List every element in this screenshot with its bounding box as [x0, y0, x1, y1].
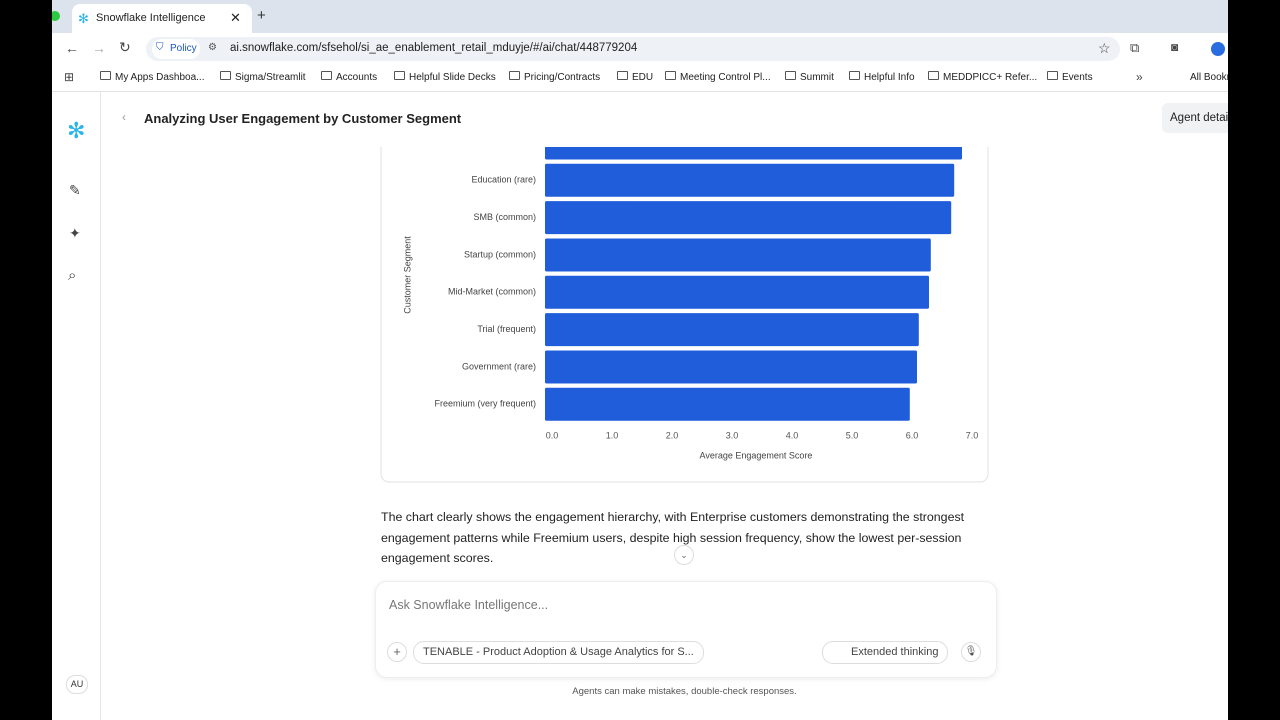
- agents-icon[interactable]: ✦: [69, 225, 81, 241]
- x-tick-label: 5.0: [846, 430, 859, 440]
- bookmark-icon: [928, 71, 939, 80]
- x-axis-label: Average Engagement Score: [700, 450, 813, 460]
- bookmark[interactable]: Helpful Info: [864, 72, 915, 83]
- chart-area: Customer Segment Average Engagement Scor…: [380, 147, 989, 483]
- reload-button[interactable]: ↻: [119, 39, 131, 55]
- tab-icon: ✻: [78, 11, 89, 26]
- all-bookmarks[interactable]: All Bookmarks: [1190, 72, 1228, 83]
- y-tick-label: SMB (common): [473, 212, 536, 222]
- agent-details-button[interactable]: Agent details: [1162, 103, 1228, 133]
- bookmark-icon: [100, 71, 111, 80]
- site-settings-icon[interactable]: ⚙: [208, 42, 217, 53]
- x-tick-label: 4.0: [786, 430, 799, 440]
- agent-chip[interactable]: TENABLE - Product Adoption & Usage Analy…: [413, 641, 704, 664]
- extensions-icon[interactable]: ⧉: [1130, 40, 1140, 55]
- x-tick-label: 1.0: [606, 430, 619, 440]
- address-bar: ← → ↻ Policy ⛉ ⚙ ai.snowflake.com/sfseho…: [52, 33, 1228, 65]
- search-icon[interactable]: ⌕: [68, 267, 77, 284]
- omnibox[interactable]: Policy ⛉ ⚙ ai.snowflake.com/sfsehol/si_a…: [146, 37, 1120, 61]
- camera-icon[interactable]: ◙: [1171, 40, 1179, 54]
- bookmark[interactable]: Sigma/Streamlit: [235, 72, 306, 83]
- bookmark[interactable]: Events: [1062, 72, 1093, 83]
- bookmark-icon: [220, 71, 231, 80]
- back-button[interactable]: ←: [65, 40, 79, 56]
- disclaimer: Agents can make mistakes, double-check r…: [572, 686, 797, 697]
- sidebar: ✻ ✎ ✦ ⌕ AU: [52, 91, 101, 720]
- bookmark-icon: [617, 71, 628, 80]
- y-tick-label: Startup (common): [464, 249, 536, 259]
- bookmark-star[interactable]: ☆: [1098, 40, 1111, 56]
- bar: [545, 387, 910, 421]
- logo[interactable]: ✻: [67, 118, 86, 143]
- forward-button[interactable]: →: [92, 40, 106, 56]
- bookmark-icon: [321, 71, 332, 80]
- bookmark[interactable]: Pricing/Contracts: [524, 72, 601, 83]
- x-tick-label: 3.0: [726, 430, 739, 440]
- scroll-down-button[interactable]: ⌄: [674, 545, 694, 565]
- tab-title: Snowflake Intelligence: [96, 12, 206, 24]
- tab-close[interactable]: ✕: [230, 10, 241, 25]
- mic-button[interactable]: 🎙: [961, 642, 981, 662]
- policy-chip[interactable]: Policy: [152, 39, 200, 59]
- y-tick-label: Education (rare): [471, 175, 536, 185]
- tab[interactable]: ✻ Snowflake Intelligence ✕: [72, 4, 252, 33]
- chat-input[interactable]: Ask Snowflake Intelligence...: [389, 598, 549, 612]
- conversation-title: Analyzing User Engagement by Customer Se…: [144, 111, 462, 126]
- bookmarks-bar: ⊞ » My Apps Dashboa... Sigma/Streamlit Acc…: [52, 65, 1228, 92]
- browser-window: ✻ Snowflake Intelligence ✕ + ← → ↻ Polic…: [52, 0, 1228, 720]
- url: ai.snowflake.com/sfsehol/si_ae_enablemen…: [230, 42, 638, 54]
- bookmark-icon: [785, 71, 796, 80]
- profile-icon[interactable]: [1211, 42, 1225, 56]
- y-tick-label: Mid-Market (common): [448, 287, 536, 297]
- x-tick-label: 7.0: [966, 430, 979, 440]
- bar: [545, 163, 955, 197]
- new-tab[interactable]: +: [257, 7, 266, 24]
- bookmark[interactable]: EDU: [632, 72, 654, 83]
- extended-thinking-button[interactable]: Extended thinking: [822, 641, 949, 664]
- y-tick-label: Trial (frequent): [477, 324, 536, 334]
- x-tick-label: 2.0: [666, 430, 679, 440]
- new-chat-icon[interactable]: ✎: [69, 182, 81, 198]
- bookmark-icon: [1047, 71, 1058, 80]
- bookmark[interactable]: My Apps Dashboa...: [115, 72, 205, 83]
- bookmark[interactable]: Accounts: [336, 72, 378, 83]
- bookmark-icon: [394, 71, 405, 80]
- y-axis-label: Customer Segment: [402, 236, 412, 314]
- bookmark[interactable]: MEDDPICC+ Refer...: [943, 72, 1038, 83]
- bookmark-icon: [849, 71, 860, 80]
- avatar[interactable]: AU: [66, 675, 88, 694]
- add-button[interactable]: +: [387, 642, 407, 662]
- x-tick-label: 6.0: [906, 430, 919, 440]
- chart: Customer Segment Average Engagement Scor…: [380, 147, 989, 483]
- bar: [545, 350, 917, 384]
- apps-icon[interactable]: ⊞: [64, 70, 75, 84]
- assistant-message: The chart clearly shows the engagement h…: [381, 510, 965, 566]
- x-tick-label: 0.0: [546, 430, 559, 440]
- tab-bar: ✻ Snowflake Intelligence ✕ +: [52, 0, 1228, 33]
- y-tick-label: Freemium (very frequent): [434, 399, 536, 409]
- bookmark-icon: [665, 71, 676, 80]
- back-chevron[interactable]: ‹: [122, 110, 126, 124]
- more-bookmarks[interactable]: »: [1136, 70, 1143, 84]
- shield-icon: ⛉: [156, 42, 164, 53]
- bar: [545, 275, 929, 309]
- bookmark[interactable]: Meeting Control Pl...: [680, 72, 771, 83]
- composer: Ask Snowflake Intelligence... + TENABLE …: [375, 581, 997, 678]
- bar: [545, 147, 962, 160]
- bar: [545, 201, 952, 235]
- bookmark[interactable]: Summit: [800, 72, 834, 83]
- bookmark-icon: [509, 71, 520, 80]
- bar: [545, 238, 931, 272]
- bar: [545, 313, 919, 347]
- bookmark[interactable]: Helpful Slide Decks: [409, 72, 496, 83]
- y-tick-label: Government (rare): [462, 361, 536, 371]
- window-button[interactable]: [52, 11, 60, 21]
